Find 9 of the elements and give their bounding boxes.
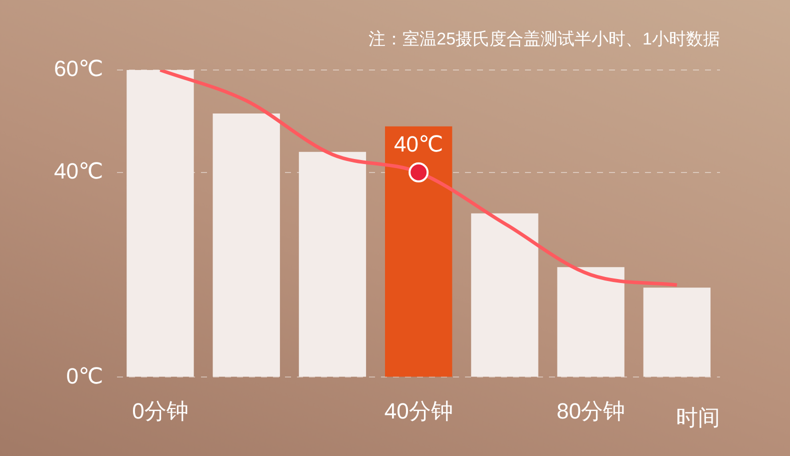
x-tick-label: 40分钟 [384,398,453,424]
x-tick-label: 0分钟 [132,398,188,424]
y-tick-label: 60℃ [54,56,104,82]
y-tick-label: 0℃ [66,363,104,388]
x-axis-title: 时间 [676,404,720,430]
annotation: 40℃ [394,131,444,156]
y-tick-label: 40℃ [54,158,104,184]
x-tick-label: 80分钟 [556,398,626,424]
text: 注：室温25摄氏度合盖测试半小时、1小时数据 [368,30,720,49]
